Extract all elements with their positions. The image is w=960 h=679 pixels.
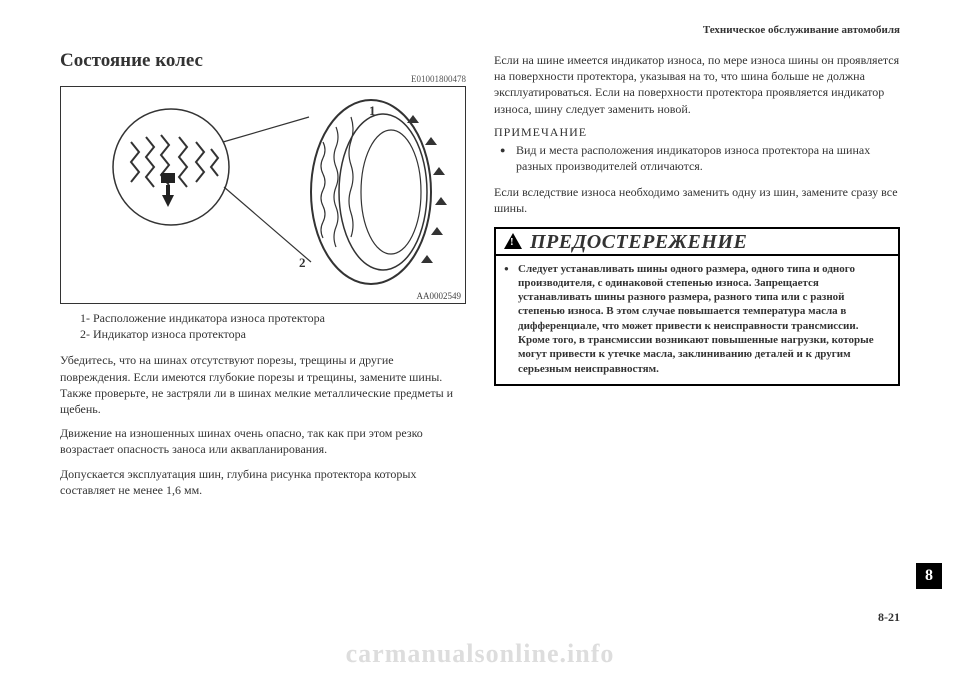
caution-body: Следует устанавливать шины одного размер… xyxy=(496,256,898,384)
left-paragraph-2: Движение на изношенных шинах очень опасн… xyxy=(60,425,466,457)
page: Техническое обслуживание автомобиля Сост… xyxy=(0,0,960,679)
tire-figure: 1 2 AA0002549 xyxy=(60,86,466,304)
left-column: Состояние колес E01001800478 xyxy=(60,50,466,679)
note-list: Вид и места расположения индикаторов изн… xyxy=(494,142,900,174)
caution-item: Следует устанавливать шины одного размер… xyxy=(518,262,888,376)
content-columns: Состояние колес E01001800478 xyxy=(60,50,900,679)
legend-item-2: 2- Индикатор износа протектора xyxy=(80,326,466,342)
caution-header: ПРЕДОСТЕРЕЖЕНИЕ xyxy=(496,229,898,256)
right-column: Если на шине имеется индикатор износа, п… xyxy=(494,50,900,679)
note-heading: ПРИМЕЧАНИЕ xyxy=(494,125,900,140)
page-number: 8-21 xyxy=(878,610,900,625)
document-code: E01001800478 xyxy=(60,74,466,84)
right-paragraph-2: Если вследствие износа необходимо замени… xyxy=(494,184,900,216)
note-item: Вид и места расположения индикаторов изн… xyxy=(516,142,900,174)
running-header: Техническое обслуживание автомобиля xyxy=(60,24,900,36)
chapter-tab: 8 xyxy=(916,563,942,589)
tire-illustration xyxy=(61,87,465,303)
figure-callout-1: 1 xyxy=(369,103,376,119)
left-paragraph-1: Убедитесь, что на шинах отсутствуют поре… xyxy=(60,352,466,417)
left-paragraph-3: Допускается эксплуатация шин, глубина ри… xyxy=(60,466,466,498)
figure-callout-2: 2 xyxy=(299,255,306,271)
right-paragraph-1: Если на шине имеется индикатор износа, п… xyxy=(494,52,900,117)
section-title: Состояние колес xyxy=(60,50,466,72)
legend-item-1: 1- Расположение индикатора износа протек… xyxy=(80,310,466,326)
warning-triangle-icon xyxy=(504,233,522,249)
caution-box: ПРЕДОСТЕРЕЖЕНИЕ Следует устанавливать ши… xyxy=(494,227,900,386)
figure-id-label: AA0002549 xyxy=(417,291,462,301)
figure-legend: 1- Расположение индикатора износа протек… xyxy=(80,310,466,342)
caution-title: ПРЕДОСТЕРЕЖЕНИЕ xyxy=(530,231,747,254)
